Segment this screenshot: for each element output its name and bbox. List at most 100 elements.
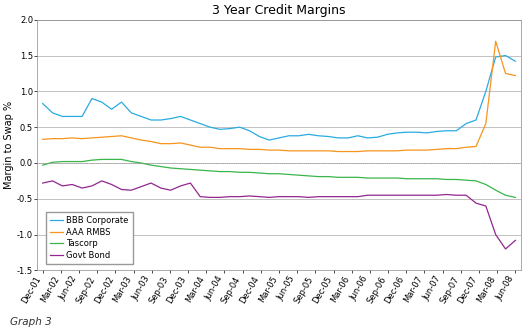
AAA RMBS xyxy=(443,147,449,151)
BBB Corporate xyxy=(355,134,361,138)
Tascorp xyxy=(187,167,194,171)
BBB Corporate xyxy=(414,130,420,134)
BBB Corporate xyxy=(236,125,243,129)
Tascorp xyxy=(404,177,410,181)
Govt Bond xyxy=(306,195,312,199)
Govt Bond xyxy=(197,195,203,199)
BBB Corporate xyxy=(59,114,66,118)
Tascorp xyxy=(39,163,46,167)
Govt Bond xyxy=(246,194,253,198)
BBB Corporate xyxy=(256,135,262,139)
Govt Bond xyxy=(187,181,194,185)
BBB Corporate xyxy=(217,127,223,131)
Tascorp xyxy=(492,188,499,192)
AAA RMBS xyxy=(148,139,154,143)
AAA RMBS xyxy=(187,143,194,147)
Govt Bond xyxy=(512,239,519,242)
BBB Corporate xyxy=(128,111,134,115)
AAA RMBS xyxy=(335,150,341,154)
Tascorp xyxy=(364,176,371,180)
Tascorp xyxy=(236,170,243,174)
Govt Bond xyxy=(325,195,331,199)
Line: Govt Bond: Govt Bond xyxy=(43,181,516,249)
AAA RMBS xyxy=(384,149,391,153)
Tascorp xyxy=(335,175,341,179)
BBB Corporate xyxy=(512,59,519,63)
AAA RMBS xyxy=(49,137,56,140)
BBB Corporate xyxy=(148,118,154,122)
Tascorp xyxy=(453,177,459,181)
AAA RMBS xyxy=(404,148,410,152)
AAA RMBS xyxy=(246,147,253,151)
AAA RMBS xyxy=(453,147,459,151)
Govt Bond xyxy=(482,204,489,208)
Govt Bond xyxy=(276,195,282,199)
BBB Corporate xyxy=(138,114,144,118)
BBB Corporate xyxy=(316,134,322,138)
BBB Corporate xyxy=(79,114,85,118)
Tascorp xyxy=(158,164,164,168)
Tascorp xyxy=(473,179,479,183)
AAA RMBS xyxy=(473,144,479,148)
BBB Corporate xyxy=(424,131,430,135)
Govt Bond xyxy=(256,195,262,199)
BBB Corporate xyxy=(364,136,371,140)
Tascorp xyxy=(374,176,381,180)
Govt Bond xyxy=(473,201,479,205)
BBB Corporate xyxy=(434,130,440,134)
Tascorp xyxy=(217,170,223,174)
Govt Bond xyxy=(296,195,302,199)
BBB Corporate xyxy=(158,118,164,122)
Govt Bond xyxy=(414,193,420,197)
Govt Bond xyxy=(404,193,410,197)
BBB Corporate xyxy=(109,107,115,111)
BBB Corporate xyxy=(384,132,391,136)
BBB Corporate xyxy=(99,100,105,104)
BBB Corporate xyxy=(492,55,499,59)
Govt Bond xyxy=(217,195,223,199)
Govt Bond xyxy=(394,193,401,197)
BBB Corporate xyxy=(463,122,469,126)
BBB Corporate xyxy=(345,136,351,140)
Tascorp xyxy=(266,172,272,176)
Tascorp xyxy=(197,168,203,172)
Tascorp xyxy=(482,183,489,187)
AAA RMBS xyxy=(276,148,282,152)
Govt Bond xyxy=(364,193,371,197)
Tascorp xyxy=(148,163,154,167)
AAA RMBS xyxy=(266,148,272,152)
AAA RMBS xyxy=(236,147,243,151)
Title: 3 Year Credit Margins: 3 Year Credit Margins xyxy=(212,4,346,17)
AAA RMBS xyxy=(167,142,174,146)
BBB Corporate xyxy=(89,96,95,100)
Govt Bond xyxy=(424,193,430,197)
Tascorp xyxy=(463,178,469,182)
BBB Corporate xyxy=(286,134,292,138)
Tascorp xyxy=(443,177,449,181)
AAA RMBS xyxy=(89,136,95,140)
Govt Bond xyxy=(158,186,164,190)
Tascorp xyxy=(109,158,115,162)
Govt Bond xyxy=(99,179,105,183)
AAA RMBS xyxy=(374,149,381,153)
Tascorp xyxy=(256,171,262,175)
Tascorp xyxy=(276,172,282,176)
Govt Bond xyxy=(502,247,509,251)
BBB Corporate xyxy=(227,127,233,131)
Govt Bond xyxy=(286,195,292,199)
AAA RMBS xyxy=(492,39,499,43)
BBB Corporate xyxy=(325,135,331,139)
Tascorp xyxy=(286,172,292,176)
AAA RMBS xyxy=(99,135,105,139)
BBB Corporate xyxy=(374,135,381,139)
Tascorp xyxy=(128,160,134,164)
AAA RMBS xyxy=(197,145,203,149)
BBB Corporate xyxy=(266,138,272,142)
AAA RMBS xyxy=(138,138,144,142)
Tascorp xyxy=(306,174,312,178)
BBB Corporate xyxy=(296,134,302,138)
AAA RMBS xyxy=(296,149,302,153)
AAA RMBS xyxy=(424,148,430,152)
Tascorp xyxy=(355,175,361,179)
Legend: BBB Corporate, AAA RMBS, Tascorp, Govt Bond: BBB Corporate, AAA RMBS, Tascorp, Govt B… xyxy=(46,212,133,264)
